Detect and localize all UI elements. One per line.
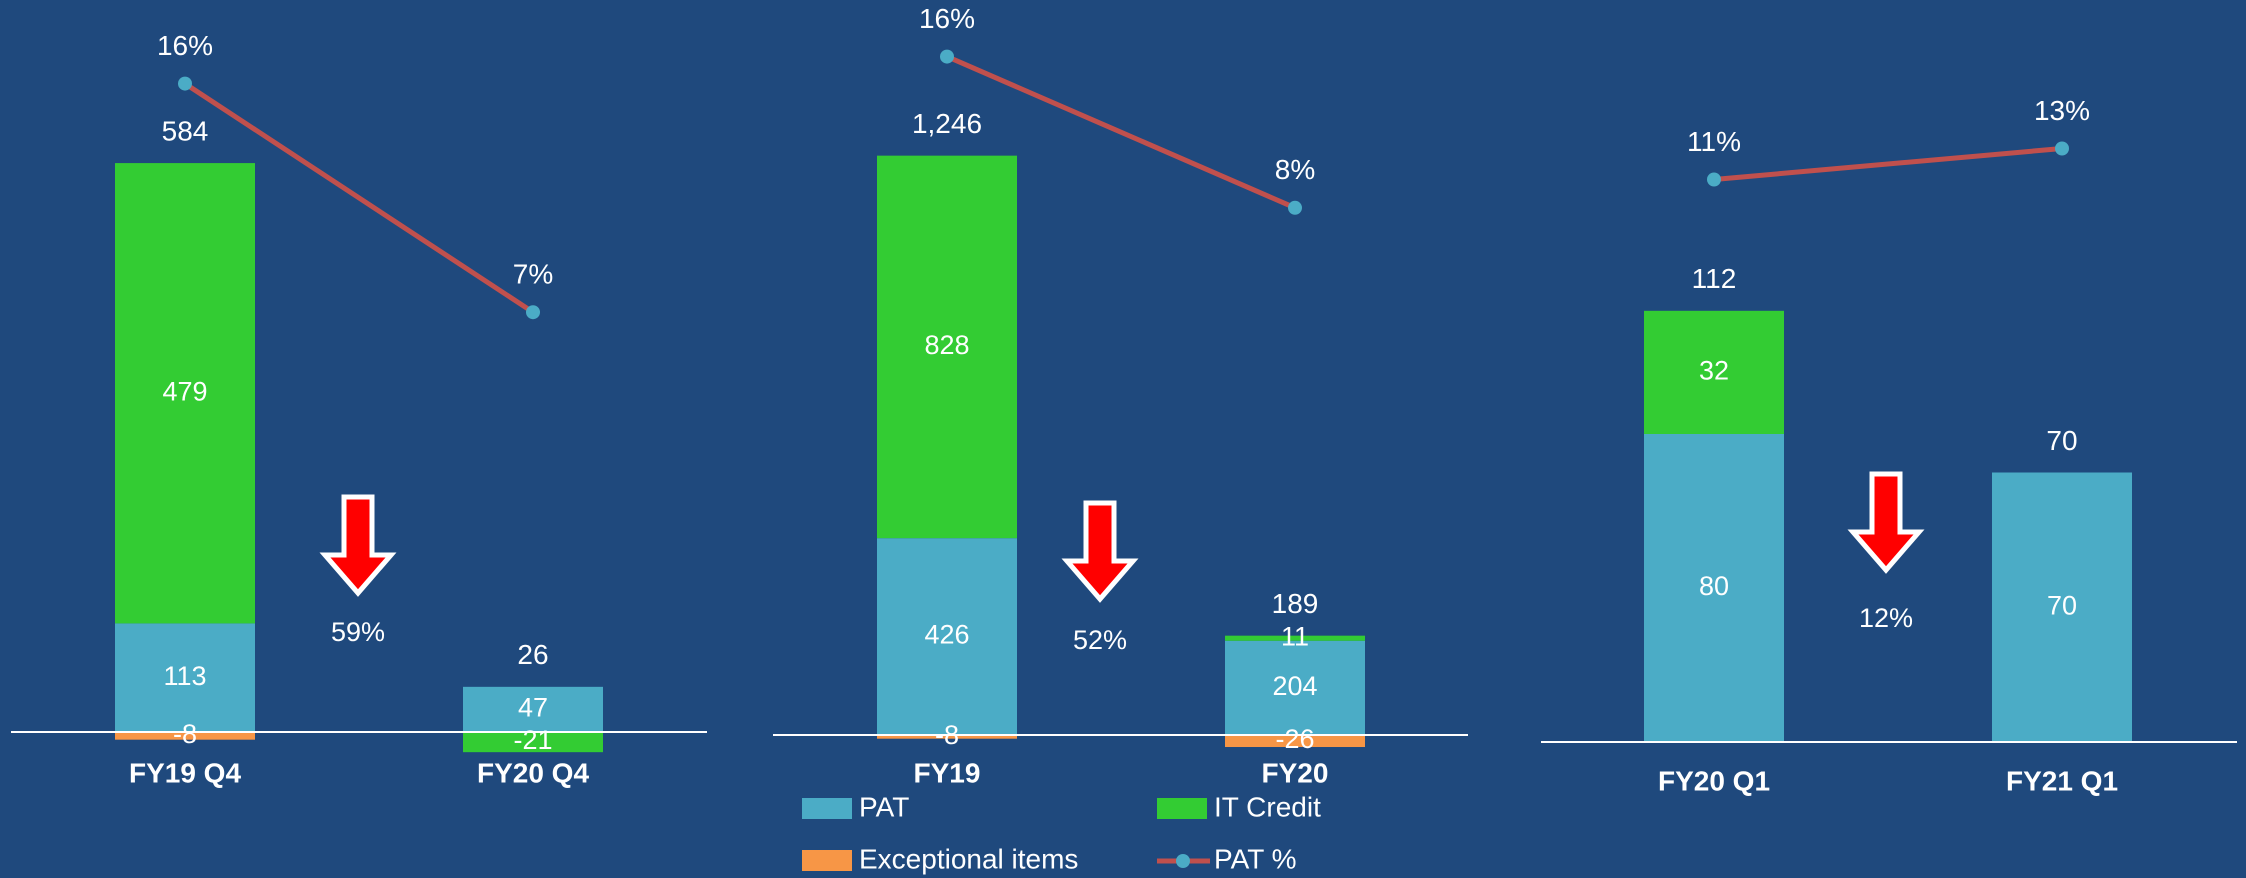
legend-swatch <box>1157 798 1207 819</box>
legend-label: Exceptional items <box>859 843 1078 874</box>
bar-segment <box>1225 735 1365 748</box>
down-arrow <box>1061 500 1139 603</box>
total-label: 584 <box>162 115 209 146</box>
x-tick-label: FY20 Q4 <box>477 757 589 788</box>
segment-label: 11 <box>1281 621 1309 651</box>
bar-segment <box>463 732 603 753</box>
segment-label: 80 <box>1699 571 1729 601</box>
bar-segment <box>877 735 1017 739</box>
total-label: 112 <box>1692 263 1737 294</box>
line-marker <box>1707 172 1721 187</box>
bar-segment <box>463 686 603 732</box>
x-tick-label: FY20 Q1 <box>1658 765 1770 796</box>
bar-segment <box>1225 635 1365 641</box>
bar-segment <box>877 538 1017 735</box>
line-label: 8% <box>1275 154 1315 185</box>
legend-swatch <box>802 850 852 871</box>
segment-label: 204 <box>1272 671 1317 701</box>
line <box>183 81 535 315</box>
line-label: 13% <box>2034 95 2090 126</box>
bar-segment <box>1644 310 1784 434</box>
segment-label: 70 <box>2047 590 2077 620</box>
legend-swatch <box>802 798 852 819</box>
segment-label: 32 <box>1699 356 1729 386</box>
total-label: 26 <box>517 639 548 670</box>
segment-label: -8 <box>173 719 197 749</box>
line-label: 16% <box>157 30 213 61</box>
line-label: 7% <box>513 259 553 290</box>
line-marker <box>526 305 540 320</box>
line-marker <box>178 76 192 91</box>
legend-marker <box>1176 854 1190 868</box>
line <box>1713 146 2063 182</box>
x-tick-label: FY20 <box>1262 757 1329 788</box>
x-tick-label: FY19 Q4 <box>129 757 241 788</box>
segment-label: 426 <box>924 620 969 650</box>
line-marker <box>940 49 954 64</box>
down-arrow <box>319 494 397 597</box>
down-arrow <box>1847 471 1925 574</box>
segment-label: 113 <box>163 661 206 691</box>
change-label: 12% <box>1859 603 1913 633</box>
line-label: 16% <box>919 3 975 34</box>
total-label: 1,246 <box>912 108 982 139</box>
segment-label: 828 <box>924 330 969 360</box>
segment-label: 479 <box>162 376 207 406</box>
bar-segment <box>877 155 1017 539</box>
line <box>946 54 1296 211</box>
change-label: 52% <box>1073 625 1127 655</box>
line-marker <box>2055 141 2069 156</box>
bar-segment <box>1644 434 1784 742</box>
bar-segment <box>115 623 255 732</box>
total-label: 70 <box>2046 425 2077 456</box>
line-label: 11% <box>1687 126 1741 157</box>
segment-label: -26 <box>1275 724 1314 754</box>
legend-label: PAT % <box>1214 843 1296 874</box>
change-label: 59% <box>331 617 385 647</box>
bar-segment <box>115 732 255 740</box>
line-marker <box>1288 200 1302 215</box>
x-tick-label: FY21 Q1 <box>2006 765 2118 796</box>
total-label: 189 <box>1272 588 1319 619</box>
legend-label: PAT <box>859 791 909 822</box>
x-tick-label: FY19 <box>914 757 981 788</box>
segment-label: 47 <box>518 693 548 723</box>
segment-label: -21 <box>513 725 552 755</box>
legend-label: IT Credit <box>1214 791 1321 822</box>
bar-segment <box>1992 472 2132 742</box>
bar-segment <box>115 163 255 624</box>
bar-segment <box>1225 640 1365 735</box>
